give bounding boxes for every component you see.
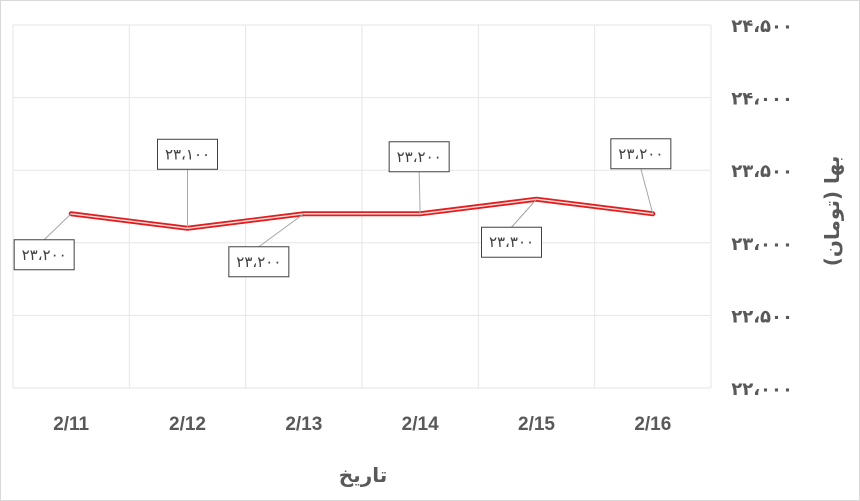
y-tick-label: ۲۲،۵۰۰	[731, 306, 793, 327]
y-axis-tick-labels: ۲۲،۰۰۰ ۲۲،۵۰۰ ۲۳،۰۰۰ ۲۳،۵۰۰ ۲۴،۰۰۰ ۲۴،۵۰۰	[731, 16, 793, 400]
gridlines	[12, 24, 712, 389]
x-tick-label: 2/16	[634, 414, 671, 435]
data-label-leader-line	[640, 168, 654, 214]
data-label-box	[13, 239, 75, 271]
x-axis-tick-labels: 2/11 2/12 2/13 2/14 2/15 2/16	[53, 414, 671, 435]
y-axis-title: بها (تومان)	[820, 156, 844, 266]
data-label: ۲۳،۲۰۰	[397, 148, 442, 166]
y-tick-label: ۲۲،۰۰۰	[731, 379, 793, 400]
x-tick-label: 2/13	[285, 414, 322, 435]
data-label-leader-line	[511, 198, 537, 228]
data-labels: ۲۳،۲۰۰ ۲۳،۱۰۰ ۲۳،۲۰۰ ۲۳،۲۰۰ ۲۳،۳۰۰ ۲۳،۲۰۰	[13, 138, 672, 278]
data-label-leader-line	[258, 213, 305, 248]
y-tick-label: ۲۴،۵۰۰	[731, 16, 793, 37]
data-label-box	[388, 141, 450, 173]
x-tick-label: 2/14	[402, 414, 439, 435]
series-line-highlight	[70, 198, 654, 229]
data-label-box	[228, 246, 290, 278]
x-tick-label: 2/12	[169, 414, 206, 435]
data-label: ۲۳،۲۰۰	[236, 253, 281, 271]
series-line	[68, 196, 656, 231]
data-label-leader-line	[418, 171, 421, 214]
data-label: ۲۳،۲۰۰	[22, 246, 67, 264]
data-label-leader-line	[43, 213, 72, 241]
data-label-box	[481, 226, 542, 258]
y-tick-label: ۲۴،۰۰۰	[731, 89, 793, 110]
x-tick-label: 2/11	[53, 414, 89, 435]
x-tick-label: 2/15	[518, 414, 555, 435]
x-axis-title: تاریخ	[339, 463, 387, 487]
data-label: ۲۳،۲۰۰	[618, 145, 663, 163]
data-label-box	[610, 138, 672, 170]
y-tick-label: ۲۳،۰۰۰	[731, 234, 793, 255]
data-label: ۲۳،۳۰۰	[489, 233, 534, 251]
data-label-box	[157, 138, 218, 170]
y-tick-label: ۲۳،۵۰۰	[731, 161, 793, 182]
data-label: ۲۳،۱۰۰	[165, 145, 210, 163]
